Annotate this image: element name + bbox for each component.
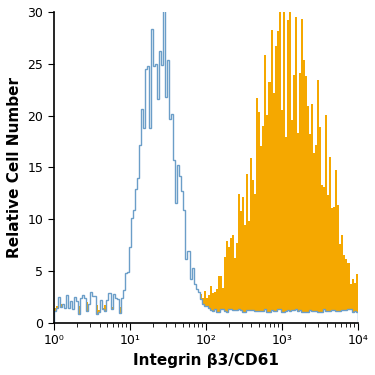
Y-axis label: Relative Cell Number: Relative Cell Number <box>7 77 22 258</box>
X-axis label: Integrin β3/CD61: Integrin β3/CD61 <box>133 353 279 368</box>
